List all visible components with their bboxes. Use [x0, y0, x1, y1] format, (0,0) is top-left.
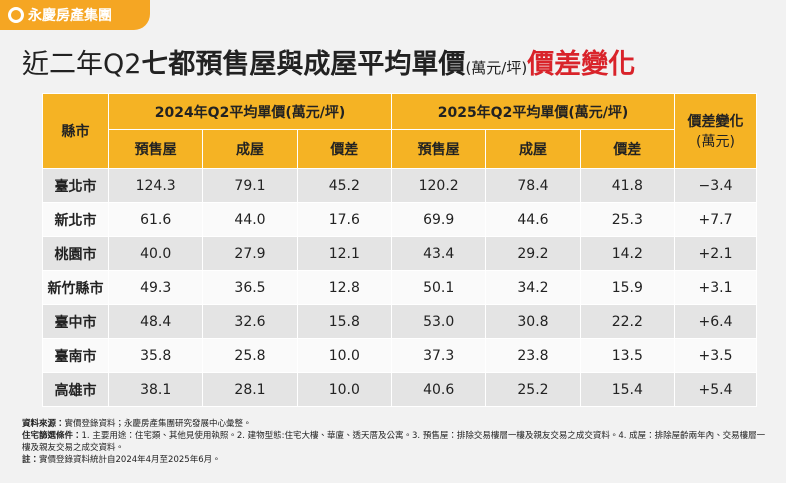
header-group: 2025年Q2平均單價(萬元/坪)	[390, 93, 676, 130]
value-cell: 22.2	[579, 304, 676, 339]
value-cell: +3.1	[674, 270, 757, 305]
value-cell: +2.1	[674, 236, 757, 271]
value-cell: 15.9	[579, 270, 676, 305]
value-cell: 69.9	[390, 202, 487, 237]
value-cell: 10.0	[296, 338, 392, 373]
value-cell: 40.6	[390, 372, 487, 407]
table-row: 臺北市 124.3 79.1 45.2 120.2 78.4 41.8 −3.4	[42, 168, 757, 203]
price-table: 縣市 2024年Q2平均單價(萬元/坪) 2025年Q2平均單價(萬元/坪) 價…	[42, 93, 757, 407]
county-cell: 臺南市	[42, 338, 109, 373]
header-sub: 成屋	[202, 129, 298, 169]
logo: 永慶房產集團	[0, 0, 150, 30]
value-cell: +7.7	[674, 202, 757, 237]
county-cell: 臺北市	[42, 168, 109, 203]
header-sub: 價差	[579, 129, 676, 169]
value-cell: +5.4	[674, 372, 757, 407]
value-cell: 120.2	[390, 168, 487, 203]
value-cell: 43.4	[390, 236, 487, 271]
value-cell: 23.8	[485, 338, 581, 373]
value-cell: 17.6	[296, 202, 392, 237]
value-cell: 61.6	[107, 202, 204, 237]
header-sub: 預售屋	[390, 129, 487, 169]
county-cell: 新北市	[42, 202, 109, 237]
value-cell: 44.0	[202, 202, 298, 237]
value-cell: +3.5	[674, 338, 757, 373]
value-cell: 12.8	[296, 270, 392, 305]
table-row: 臺南市 35.8 25.8 10.0 37.3 23.8 13.5 +3.5	[42, 338, 757, 373]
note-text: 1. 主要用途：住宅類、其他見使用執照。2. 建物型態:住宅大樓、華廈、透天厝及…	[22, 431, 766, 453]
value-cell: 34.2	[485, 270, 581, 305]
value-cell: 35.8	[107, 338, 204, 373]
header-sub: 價差	[296, 129, 392, 169]
value-cell: 48.4	[107, 304, 204, 339]
value-cell: 45.2	[296, 168, 392, 203]
value-cell: 10.0	[296, 372, 392, 407]
header-sub: 預售屋	[107, 129, 204, 169]
value-cell: 78.4	[485, 168, 581, 203]
title-accent: 價差變化	[527, 49, 636, 80]
table-row: 高雄市 38.1 28.1 10.0 40.6 25.2 15.4 +5.4	[42, 372, 757, 407]
title-main: 七都預售屋與成屋平均單價	[141, 49, 466, 80]
value-cell: 124.3	[107, 168, 204, 203]
county-cell: 高雄市	[42, 372, 109, 407]
note-label: 註：	[22, 455, 40, 465]
note-text: 實價登錄資料；永慶房產集團研究發展中心彙整。	[64, 419, 252, 429]
value-cell: +6.4	[674, 304, 757, 339]
logo-icon	[8, 7, 24, 23]
value-cell: 14.2	[579, 236, 676, 271]
value-cell: 44.6	[485, 202, 581, 237]
value-cell: 30.8	[485, 304, 581, 339]
note-label: 資料來源：	[22, 419, 65, 429]
note: 註：實價登錄資料統計自2024年4月至2025年6月。	[22, 454, 767, 466]
value-cell: 38.1	[107, 372, 204, 407]
value-cell: 13.5	[579, 338, 676, 373]
note-text: 實價登錄資料統計自2024年4月至2025年6月。	[39, 455, 221, 465]
title-lead: 近二年Q2	[22, 49, 142, 80]
value-cell: 79.1	[202, 168, 298, 203]
value-cell: 40.0	[107, 236, 204, 271]
value-cell: 25.3	[579, 202, 676, 237]
value-cell: 32.6	[202, 304, 298, 339]
value-cell: 29.2	[485, 236, 581, 271]
header-change-unit: (萬元)	[696, 134, 735, 150]
table-row: 新北市 61.6 44.0 17.6 69.9 44.6 25.3 +7.7	[42, 202, 757, 237]
value-cell: 27.9	[202, 236, 298, 271]
table-row: 桃園市 40.0 27.9 12.1 43.4 29.2 14.2 +2.1	[42, 236, 757, 271]
value-cell: 28.1	[202, 372, 298, 407]
title: 近二年Q2七都預售屋與成屋平均單價(萬元/坪)價差變化	[22, 42, 635, 81]
county-cell: 新竹縣市	[42, 270, 109, 305]
value-cell: 50.1	[390, 270, 487, 305]
header-change-text: 價差變化	[687, 114, 744, 130]
value-cell: 15.4	[579, 372, 676, 407]
header-change: 價差變化 (萬元)	[674, 93, 757, 169]
county-cell: 臺中市	[42, 304, 109, 339]
value-cell: 12.1	[296, 236, 392, 271]
note-label: 住宅篩選條件：	[22, 431, 82, 441]
value-cell: 36.5	[202, 270, 298, 305]
value-cell: 37.3	[390, 338, 487, 373]
logo-text: 永慶房產集團	[28, 8, 112, 24]
county-cell: 桃園市	[42, 236, 109, 271]
value-cell: −3.4	[674, 168, 757, 203]
header-county: 縣市	[42, 93, 109, 169]
value-cell: 25.8	[202, 338, 298, 373]
value-cell: 49.3	[107, 270, 204, 305]
note: 資料來源：實價登錄資料；永慶房產集團研究發展中心彙整。	[22, 418, 767, 430]
table-row: 臺中市 48.4 32.6 15.8 53.0 30.8 22.2 +6.4	[42, 304, 757, 339]
value-cell: 41.8	[579, 168, 676, 203]
value-cell: 53.0	[390, 304, 487, 339]
note: 住宅篩選條件：1. 主要用途：住宅類、其他見使用執照。2. 建物型態:住宅大樓、…	[22, 430, 767, 454]
header-group: 2024年Q2平均單價(萬元/坪)	[108, 93, 392, 130]
table-row: 新竹縣市 49.3 36.5 12.8 50.1 34.2 15.9 +3.1	[42, 270, 757, 305]
title-unit: (萬元/坪)	[465, 59, 528, 77]
header-sub: 成屋	[485, 129, 581, 169]
notes: 資料來源：實價登錄資料；永慶房產集團研究發展中心彙整。 住宅篩選條件：1. 主要用…	[22, 418, 767, 466]
value-cell: 25.2	[485, 372, 581, 407]
value-cell: 15.8	[296, 304, 392, 339]
